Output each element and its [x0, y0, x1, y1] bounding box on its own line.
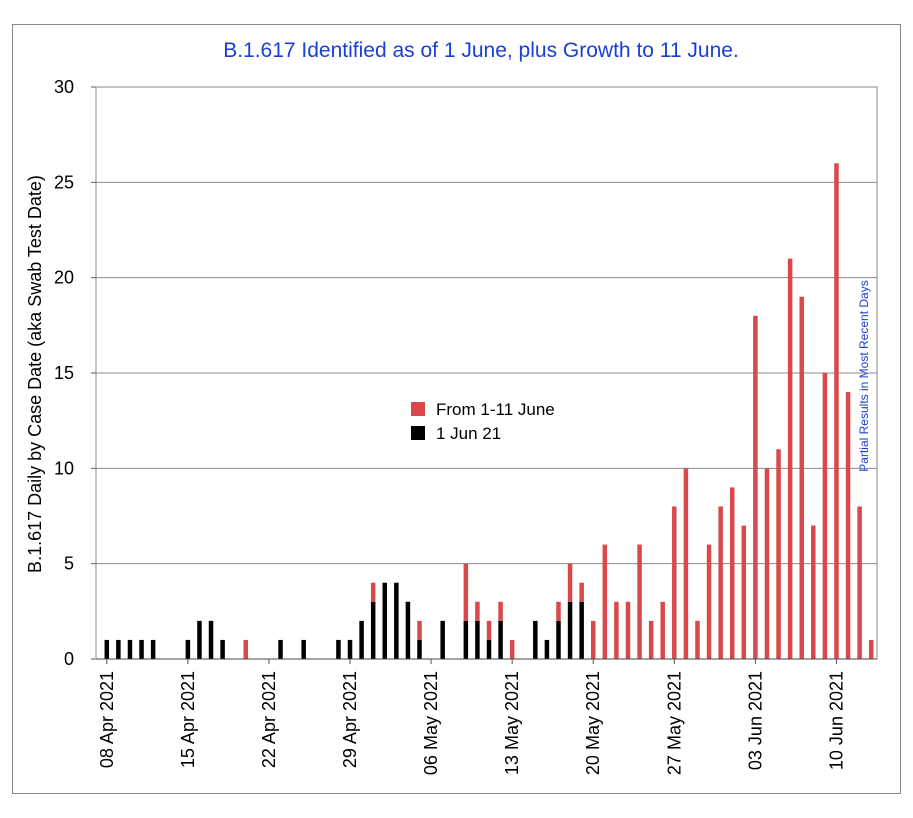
bar-from-1-11-june — [590, 620, 596, 659]
bar-from-1-11-june — [556, 601, 561, 621]
bar-from-1-11-june — [475, 601, 480, 621]
bar-from-1-11-june — [868, 639, 874, 659]
bar-1-jun-21 — [116, 639, 121, 659]
bar-from-1-11-june — [370, 582, 376, 602]
bar-from-1-11-june — [822, 373, 828, 659]
bar-1-jun-21 — [417, 639, 422, 659]
bar-1-jun-21 — [556, 620, 561, 659]
bar-1-jun-21 — [498, 620, 503, 659]
bar-from-1-11-june — [695, 620, 700, 659]
bar-from-1-11-june — [683, 468, 689, 659]
bar-1-jun-21 — [104, 639, 110, 659]
x-tick-label: 15 Apr 2021 — [178, 671, 198, 768]
bar-from-1-11-june — [811, 525, 816, 659]
bar-1-jun-21 — [359, 620, 364, 659]
bar-from-1-11-june — [834, 163, 839, 659]
bar-from-1-11-june — [857, 506, 862, 659]
y-tick-label: 5 — [64, 554, 74, 574]
bar-from-1-11-june — [463, 563, 469, 621]
x-tick-label: 29 Apr 2021 — [340, 671, 360, 768]
bar-from-1-11-june — [799, 296, 804, 659]
bar-from-1-11-june — [729, 487, 735, 659]
bar-from-1-11-june — [567, 563, 573, 602]
legend-label: 1 Jun 21 — [436, 424, 501, 443]
bar-1-jun-21 — [463, 620, 469, 659]
bar-1-jun-21 — [139, 639, 144, 659]
bar-1-jun-21 — [370, 601, 376, 659]
bar-from-1-11-june — [764, 468, 770, 659]
bar-from-1-11-june — [417, 620, 422, 640]
bar-from-1-11-june — [648, 620, 654, 659]
bar-from-1-11-june — [614, 601, 619, 659]
bar-1-jun-21 — [382, 582, 388, 659]
bar-1-jun-21 — [475, 620, 480, 659]
bar-from-1-11-june — [845, 392, 851, 659]
legend-swatch — [411, 426, 425, 440]
bar-from-1-11-june — [486, 620, 492, 640]
bar-1-jun-21 — [486, 639, 492, 659]
chart-frame — [12, 24, 901, 794]
bar-1-jun-21 — [405, 601, 411, 659]
bar-1-jun-21 — [150, 639, 156, 659]
bar-1-jun-21 — [579, 601, 584, 659]
bar-1-jun-21 — [533, 620, 538, 659]
bar-1-jun-21 — [127, 639, 133, 659]
legend-swatch — [411, 402, 425, 416]
y-tick-label: 0 — [64, 649, 74, 669]
x-tick-label: 13 May 2021 — [502, 671, 522, 775]
bar-from-1-11-june — [706, 544, 712, 659]
bar-1-jun-21 — [301, 639, 306, 659]
x-tick-label: 08 Apr 2021 — [97, 671, 117, 768]
bar-1-jun-21 — [220, 639, 225, 659]
bar-1-jun-21 — [567, 601, 573, 659]
chart-title: B.1.617 Identified as of 1 June, plus Gr… — [223, 39, 739, 62]
bar-from-1-11-june — [776, 449, 781, 659]
bar-from-1-11-june — [509, 639, 515, 659]
bar-1-jun-21 — [394, 582, 399, 659]
bar-1-jun-21 — [185, 639, 191, 659]
bar-from-1-11-june — [787, 258, 793, 659]
bar-from-1-11-june — [741, 525, 747, 659]
y-tick-label: 30 — [54, 77, 74, 97]
bar-1-jun-21 — [336, 639, 341, 659]
x-tick-label: 06 May 2021 — [421, 671, 441, 775]
bar-1-jun-21 — [440, 620, 445, 659]
bar-from-1-11-june — [243, 639, 249, 659]
bar-1-jun-21 — [208, 620, 214, 659]
x-tick-label: 27 May 2021 — [664, 671, 684, 775]
y-tick-label: 15 — [54, 363, 74, 383]
legend-label: From 1-11 June — [436, 400, 555, 419]
bar-from-1-11-june — [498, 601, 503, 621]
partial-results-annotation: Partial Results in Most Recent Days — [857, 280, 871, 471]
bar-from-1-11-june — [637, 544, 642, 659]
bar-1-jun-21 — [544, 639, 550, 659]
legend: From 1-11 June 1 Jun 21 — [411, 400, 555, 443]
bar-from-1-11-june — [625, 601, 631, 659]
bar-from-1-11-june — [672, 506, 677, 659]
y-axis-label: B.1.617 Daily by Case Date (aka Swab Tes… — [25, 175, 45, 573]
bar-1-jun-21 — [197, 620, 202, 659]
x-tick-label: 20 May 2021 — [583, 671, 603, 775]
x-tick-label: 22 Apr 2021 — [259, 671, 279, 768]
x-tick-label: 03 Jun 2021 — [745, 671, 765, 770]
bar-from-1-11-june — [753, 315, 758, 659]
bar-from-1-11-june — [602, 544, 608, 659]
bar-1-jun-21 — [347, 639, 353, 659]
y-tick-label: 25 — [54, 172, 74, 192]
bar-from-1-11-june — [660, 601, 665, 659]
bar-1-jun-21 — [278, 639, 283, 659]
x-tick-label: 10 Jun 2021 — [827, 671, 847, 770]
bar-from-1-11-june — [579, 582, 584, 602]
y-tick-label: 20 — [54, 268, 74, 288]
bar-from-1-11-june — [718, 506, 723, 659]
y-tick-label: 10 — [54, 458, 74, 478]
